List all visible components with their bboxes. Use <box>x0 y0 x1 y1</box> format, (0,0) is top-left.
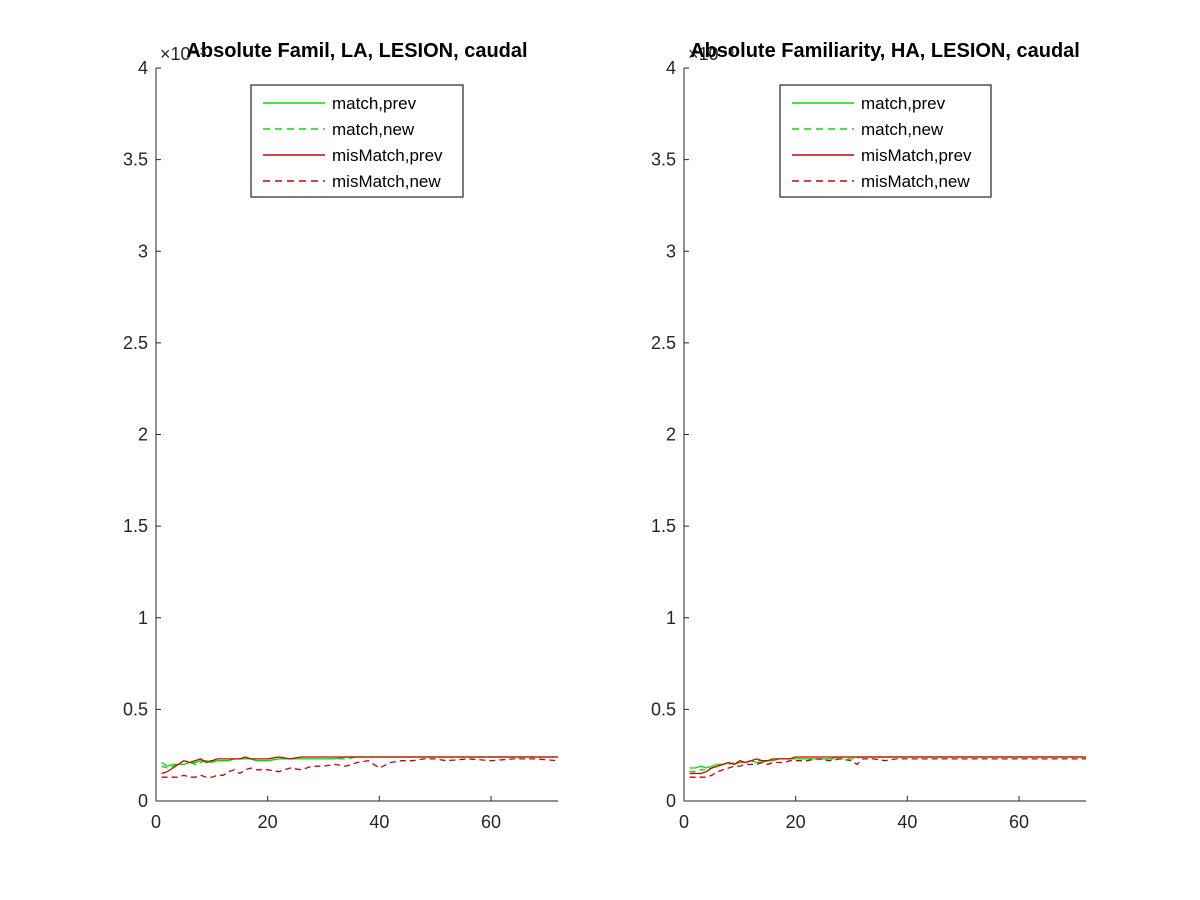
legend-entry-label: misMatch,prev <box>861 146 972 165</box>
y-tick-label: 0 <box>138 791 148 811</box>
y-tick-label: 0.5 <box>123 699 148 719</box>
x-tick-label: 0 <box>679 812 689 832</box>
series-line-mismatch-new <box>689 758 1086 778</box>
legend-entry-label: match,prev <box>861 94 946 113</box>
y-tick-label: 1 <box>138 608 148 628</box>
y-tick-label: 1.5 <box>123 516 148 536</box>
x-tick-label: 40 <box>897 812 917 832</box>
x-tick-label: 0 <box>151 812 161 832</box>
series-line-mismatch-new <box>161 758 559 778</box>
y-tick-label: 1.5 <box>651 516 676 536</box>
y-axis-exponent-label: ×10⁻³ <box>160 44 206 64</box>
x-tick-label: 20 <box>258 812 278 832</box>
y-tick-label: 3 <box>666 241 676 261</box>
chart-title: Absolute Familiarity, HA, LESION, caudal <box>690 40 1080 62</box>
legend-entry-label: match,prev <box>332 94 417 113</box>
y-tick-label: 2 <box>138 425 148 445</box>
x-tick-label: 40 <box>369 812 389 832</box>
chart-title: Absolute Famil, LA, LESION, caudal <box>186 40 527 62</box>
y-tick-label: 3.5 <box>123 150 148 170</box>
x-tick-label: 20 <box>786 812 806 832</box>
y-tick-label: 4 <box>138 58 148 78</box>
x-tick-label: 60 <box>481 812 501 832</box>
y-tick-label: 4 <box>666 58 676 78</box>
legend-entry-label: misMatch,prev <box>332 146 443 165</box>
y-tick-label: 0 <box>666 791 676 811</box>
y-tick-label: 0.5 <box>651 699 676 719</box>
y-axis-exponent-label: ×10⁻³ <box>688 44 734 64</box>
y-tick-label: 3 <box>138 241 148 261</box>
series-line-mismatch-prev <box>161 756 558 775</box>
x-tick-label: 60 <box>1009 812 1029 832</box>
legend-entry-label: misMatch,new <box>332 172 441 191</box>
legend-entry-label: match,new <box>332 120 415 139</box>
y-tick-label: 1 <box>666 608 676 628</box>
legend-entry-label: misMatch,new <box>861 172 970 191</box>
legend-entry-label: match,new <box>861 120 944 139</box>
y-tick-label: 2 <box>666 425 676 445</box>
y-tick-label: 3.5 <box>651 150 676 170</box>
y-tick-label: 2.5 <box>651 333 676 353</box>
y-tick-label: 2.5 <box>123 333 148 353</box>
series-line-mismatch-prev <box>689 756 1086 775</box>
